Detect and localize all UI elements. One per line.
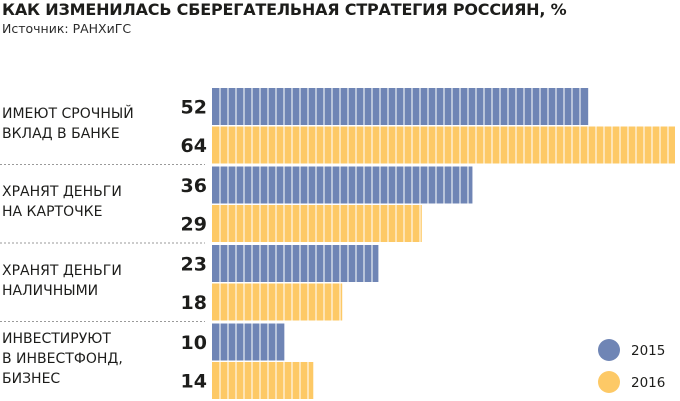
bar-2015 — [212, 166, 473, 204]
bar-2015 — [212, 88, 589, 125]
bar-rect — [212, 166, 473, 204]
bar-2015 — [212, 323, 285, 361]
value-label: 23 — [181, 254, 207, 276]
legend-label-2015: 2015 — [631, 343, 665, 359]
category-label-line: НА КАРТОЧКЕ — [2, 204, 103, 221]
category-label-line: ХРАНЯТ ДЕНЬГИ — [2, 262, 122, 279]
bar-rect — [212, 362, 314, 399]
value-label: 52 — [181, 97, 207, 119]
value-label: 10 — [181, 332, 207, 354]
bar-rect — [212, 245, 379, 282]
legend-swatch-2016 — [598, 371, 620, 393]
value-label: 64 — [181, 135, 207, 157]
value-label: 18 — [181, 292, 207, 314]
value-label: 14 — [181, 371, 207, 393]
category-label: ИМЕЮТ СРОЧНЫЙ ВКЛАД В БАНКЕ — [2, 104, 134, 144]
bar-2016 — [212, 126, 675, 164]
category-label-line: В ИНВЕСТФОНД, — [2, 351, 123, 368]
bar-rect — [212, 323, 285, 361]
bar-2015 — [212, 245, 379, 282]
value-label: 29 — [181, 214, 207, 236]
bar-2016 — [212, 362, 314, 399]
legend-label-2016: 2016 — [631, 375, 665, 391]
category-label: ИНВЕСТИРУЮТ В ИНВЕСТФОНД, БИЗНЕС — [2, 329, 123, 389]
bar-2016 — [212, 283, 343, 321]
legend-swatch-2015 — [598, 339, 620, 361]
category-label-line: БИЗНЕС — [2, 371, 61, 388]
category-label-line: ВКЛАД В БАНКЕ — [2, 125, 120, 142]
chart-source: Источник: РАНХиГС — [2, 21, 132, 36]
chart-title: КАК ИЗМЕНИЛАСЬ СБЕРЕГАТЕЛЬНАЯ СТРАТЕГИЯ … — [2, 0, 567, 19]
category-label-line: ХРАНЯТ ДЕНЬГИ — [2, 184, 122, 201]
category-label-line: ИНВЕСТИРУЮТ — [2, 331, 111, 348]
category-label-line: НАЛИЧНЫМИ — [2, 282, 99, 299]
category-label: ХРАНЯТ ДЕНЬГИ НАЛИЧНЫМИ — [2, 261, 122, 301]
bar-rect — [212, 205, 422, 242]
bar-rect — [212, 88, 589, 125]
value-label: 36 — [181, 175, 207, 197]
category-label: ХРАНЯТ ДЕНЬГИ НА КАРТОЧКЕ — [2, 182, 122, 222]
bar-rect — [212, 283, 343, 321]
bar-2016 — [212, 205, 422, 242]
category-label-line: ИМЕЮТ СРОЧНЫЙ — [2, 105, 134, 122]
